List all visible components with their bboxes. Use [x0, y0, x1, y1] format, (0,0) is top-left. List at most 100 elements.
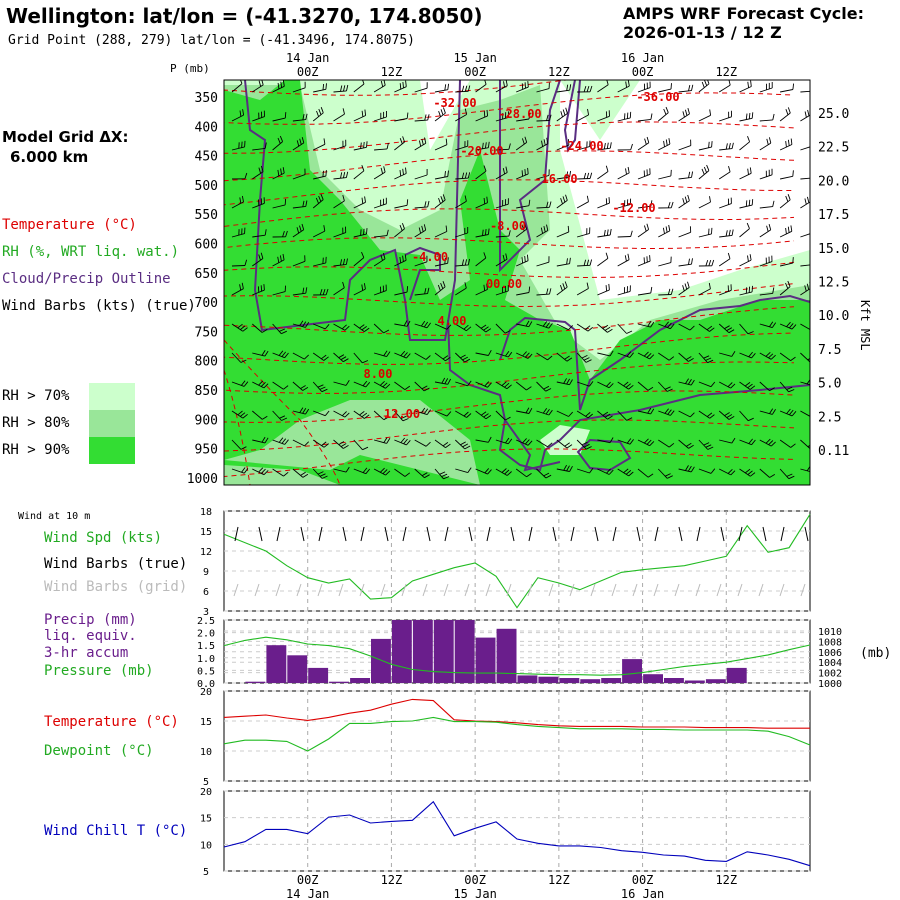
height-tick-label: 25.0: [818, 107, 849, 122]
wind-barb-feather: [545, 388, 552, 392]
wind-barb-feather: [341, 411, 347, 417]
wind-barb-feather: [440, 282, 444, 289]
legend-wind-barbs: Wind Barbs (kts) (true): [2, 298, 196, 314]
wind-barb-feather: [690, 379, 695, 386]
wind-barb: [434, 286, 446, 296]
wind-barb-feather: [724, 325, 730, 330]
wind-barb-feather: [521, 138, 525, 145]
wind-barb: [597, 84, 609, 93]
surface-wind-barb: [468, 526, 473, 542]
grid-wind-barb: [716, 583, 722, 597]
wind-barb-feather: [589, 381, 594, 387]
wind-barb-feather: [484, 80, 487, 85]
temperature-contour-label: -24.00: [560, 139, 603, 153]
wind-barb: [313, 88, 326, 93]
temperature-contour-label: -36.00: [636, 90, 679, 104]
wind-barb-feather: [304, 441, 310, 447]
wind-barb-feather: [527, 167, 529, 174]
surface-wind-barb: [654, 526, 659, 542]
wind-barb-feather: [583, 357, 590, 361]
surface-wind-barb: [510, 526, 515, 542]
wind-barb-feather: [703, 166, 708, 173]
windchill-tick: 10: [200, 840, 212, 851]
wind-barb: [617, 439, 631, 445]
wind-barb: [759, 323, 773, 329]
wind-barb-feather: [483, 326, 489, 331]
wind-barb: [516, 118, 530, 122]
wind-barb: [698, 352, 708, 364]
wind-barb-feather: [562, 283, 566, 290]
wind-barb-feather: [586, 259, 590, 266]
wind-barb: [353, 115, 366, 122]
wind-barb-feather: [340, 172, 343, 179]
wind-barb-feather: [322, 170, 324, 177]
wind-barb-feather: [466, 326, 472, 332]
wind-barb: [475, 115, 488, 122]
wind-barb-feather: [325, 288, 329, 295]
wind-barb: [718, 84, 731, 93]
wind-barb-feather: [707, 359, 714, 364]
wind-barb-feather: [607, 415, 613, 420]
wind-barb-feather: [426, 322, 431, 329]
pressure-line: [223, 636, 811, 676]
wind-barb-feather: [260, 468, 266, 474]
wind-barb-feather: [707, 446, 714, 450]
height-tick-label: 0.11: [818, 444, 849, 459]
wind-barb-feather: [568, 411, 574, 417]
wind-barb: [333, 381, 347, 386]
wind-barb: [516, 260, 529, 267]
pressure-tick-label: 700: [195, 296, 218, 311]
wind-barb-feather: [258, 380, 264, 386]
wind-barb: [252, 352, 266, 357]
wind-barb-feather: [240, 325, 246, 330]
wind-barb-feather: [418, 227, 422, 234]
wind-barb-feather: [504, 330, 511, 334]
wind-barb-feather: [566, 84, 569, 91]
wind-barb: [434, 323, 448, 330]
temp2m-label: Temperature (°C): [44, 714, 179, 730]
wind-barb-feather: [343, 85, 346, 92]
wind-barb: [434, 144, 448, 151]
wind-barb: [353, 83, 365, 93]
wind-barb: [475, 84, 487, 93]
wind-barb: [698, 439, 709, 450]
wind-barb: [515, 228, 527, 238]
wind-barb: [739, 172, 752, 180]
wind-barb: [434, 468, 444, 480]
wind-barb: [739, 141, 750, 151]
wind-barb-feather: [691, 258, 693, 265]
wind-barb-feather: [421, 407, 426, 414]
temperature-contour: [224, 208, 795, 235]
wind-barb: [272, 381, 284, 390]
wind-barb: [678, 176, 692, 180]
height-tick-label: 15.0: [818, 242, 849, 257]
wind-barb: [576, 323, 589, 332]
wind-barb: [779, 410, 793, 417]
wind-barb: [759, 142, 772, 151]
wind-barb: [739, 291, 753, 296]
wind-barb-feather: [363, 283, 366, 290]
wind-barb-feather: [483, 197, 486, 204]
wind-barb-feather: [750, 472, 756, 477]
precip-tick: 0.5: [197, 666, 215, 677]
wind-barb: [292, 439, 305, 447]
wind-barb-feather: [682, 198, 685, 205]
temperature-contour: [224, 261, 795, 289]
wind-barb: [800, 439, 810, 450]
wind-barb: [556, 263, 570, 267]
wind-barb-feather: [480, 324, 487, 329]
wind-barb-feather: [362, 467, 368, 473]
chart-axes: 350 400 450 500 550 600 650 700 750 800 850 900 950 1…: [187, 51, 850, 900]
wind-barb-feather: [406, 112, 409, 119]
wind-barb-feather: [524, 169, 526, 176]
wind-barb: [455, 90, 469, 93]
wind-barb-feather: [786, 386, 793, 390]
precip-bar: [538, 676, 559, 683]
wind-barb-feather: [508, 230, 511, 237]
surface-wind-barb: [402, 526, 407, 542]
wind-barb: [698, 410, 710, 419]
wind-barb-feather: [300, 385, 306, 389]
wind-barb-feather: [688, 171, 691, 178]
wind-barb-feather: [546, 288, 549, 295]
wind-barb-feather: [258, 467, 264, 473]
